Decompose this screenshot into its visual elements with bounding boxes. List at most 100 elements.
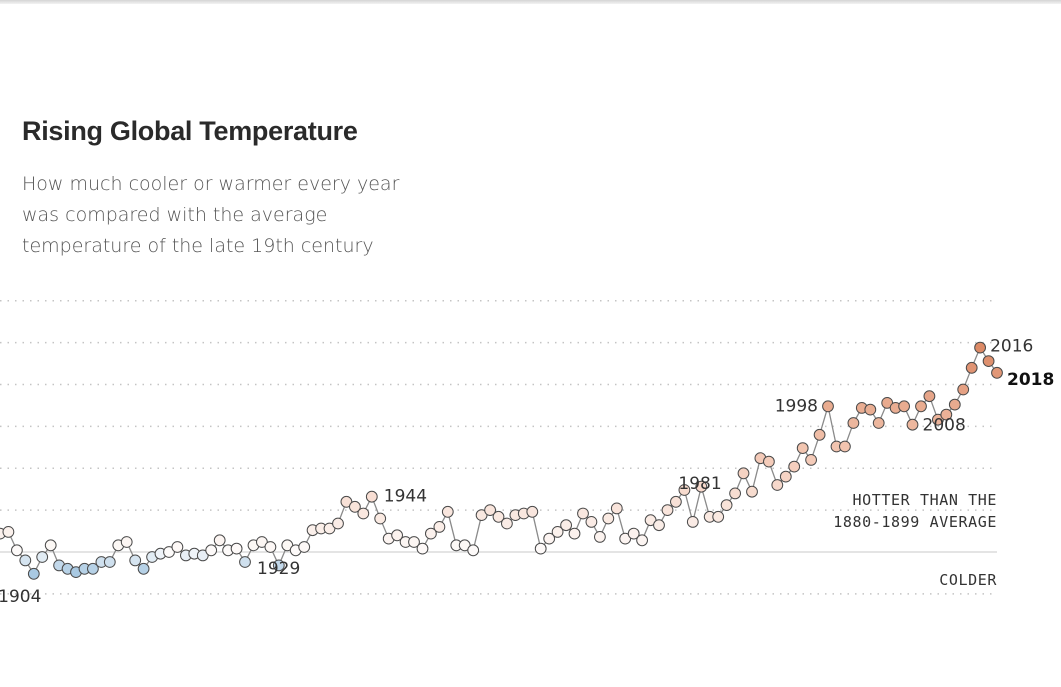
- data-point-1986: [720, 499, 733, 512]
- data-point-2008: [906, 418, 919, 431]
- data-point-1943: [357, 507, 370, 520]
- data-point-1970: [585, 516, 598, 528]
- gridlines: [0, 300, 997, 595]
- data-point-1975: [627, 527, 640, 540]
- data-point-2015: [965, 361, 978, 374]
- data-point-1917: [137, 562, 150, 575]
- data-point-1901: [2, 526, 15, 538]
- data-point-2000: [839, 440, 851, 453]
- data-point-1996: [805, 454, 817, 466]
- data-point-1995: [796, 442, 809, 455]
- data-point-2013: [948, 398, 961, 411]
- temperature-series-line: [0, 346, 998, 576]
- data-point-1911: [87, 562, 99, 575]
- data-point-1972: [602, 512, 615, 525]
- data-point-1925: [205, 544, 218, 557]
- data-point-1929: [239, 556, 251, 568]
- data-point-1998: [822, 400, 834, 413]
- year-label-1981: 1981: [678, 474, 721, 494]
- data-point-1916: [129, 554, 142, 567]
- data-point-1980: [670, 495, 682, 508]
- data-point-1933: [272, 559, 285, 572]
- data-point-1959: [492, 510, 505, 523]
- data-point-1906: [44, 539, 57, 552]
- year-label-2018: 2018: [1007, 370, 1054, 390]
- chart-title: Rising Global Temperature: [22, 116, 366, 147]
- data-point-1902: [11, 544, 23, 557]
- data-point-1989: [746, 485, 758, 498]
- data-point-1982: [686, 516, 699, 528]
- data-point-2007: [898, 400, 910, 413]
- data-point-1994: [788, 460, 801, 473]
- data-point-1997: [813, 428, 826, 441]
- data-point-2003: [864, 403, 877, 416]
- data-point-1963: [526, 505, 539, 518]
- data-point-2010: [923, 390, 936, 403]
- data-point-1947: [391, 529, 404, 542]
- data-point-1988: [737, 467, 750, 480]
- data-point-1993: [779, 470, 792, 483]
- data-point-1960: [501, 517, 513, 530]
- hotter-label-line-1: HOTTER THAN THE: [852, 491, 997, 509]
- year-label-1944: 1944: [384, 487, 427, 507]
- data-point-2001: [847, 417, 860, 429]
- data-point-1904: [27, 567, 40, 580]
- data-point-1981: [678, 484, 691, 496]
- data-point-2009: [915, 400, 927, 413]
- data-point-2014: [957, 383, 970, 396]
- data-point-2011: [932, 413, 944, 426]
- data-point-1973: [610, 502, 623, 515]
- data-point-1976: [636, 534, 648, 547]
- data-point-1965: [543, 532, 556, 545]
- data-point-1971: [594, 531, 606, 543]
- year-label-2016: 2016: [990, 337, 1033, 357]
- top-border: [0, 0, 1061, 4]
- data-point-1926: [213, 534, 226, 547]
- chart-subtitle: How much cooler or warmer every year was…: [22, 169, 422, 262]
- data-point-1924: [196, 549, 209, 562]
- data-point-1936: [298, 541, 311, 553]
- data-point-1967: [560, 519, 572, 532]
- data-point-1992: [771, 479, 784, 491]
- hotter-label-line-2: 1880-1899 AVERAGE: [833, 513, 997, 531]
- data-point-1968: [568, 527, 581, 540]
- data-point-2018: [991, 366, 1003, 379]
- data-point-2012: [940, 408, 953, 421]
- data-point-2004: [872, 417, 885, 429]
- data-point-1940: [332, 517, 344, 530]
- data-point-1903: [19, 554, 32, 567]
- year-label-2008: 2008: [923, 416, 966, 436]
- data-point-1921: [171, 541, 184, 553]
- data-point-1950: [416, 542, 429, 555]
- data-point-1985: [712, 510, 725, 523]
- year-annotations: 1904 1929 1944 1981 1998 2008 2016 2018: [0, 337, 1054, 607]
- data-point-1944: [365, 490, 378, 503]
- hotter-zone-label: HOTTER THAN THE 1880-1899 AVERAGE: [833, 489, 997, 533]
- data-point-1991: [763, 455, 775, 468]
- data-point-2016: [974, 341, 986, 354]
- year-label-1998: 1998: [775, 396, 818, 416]
- data-point-1964: [534, 542, 547, 555]
- data-point-1969: [577, 507, 589, 520]
- data-point-1952: [433, 521, 446, 533]
- data-point-1949: [408, 536, 420, 548]
- data-point-1958: [484, 504, 497, 517]
- data-point-1932: [264, 541, 277, 553]
- data-point-1978: [653, 519, 665, 532]
- year-label-1904: 1904: [0, 587, 41, 607]
- data-point-1956: [467, 544, 480, 557]
- data-point-1928: [230, 542, 243, 555]
- year-label-1929: 1929: [257, 559, 300, 579]
- data-point-1951: [425, 527, 437, 540]
- data-point-1979: [661, 504, 674, 517]
- colder-zone-label: COLDER: [939, 571, 997, 589]
- data-point-2017: [982, 355, 995, 368]
- data-point-1953: [441, 505, 454, 518]
- data-point-1905: [36, 551, 49, 563]
- data-point-1966: [551, 526, 564, 538]
- data-point-1987: [729, 487, 741, 500]
- data-point-1915: [120, 536, 133, 548]
- data-point-1942: [349, 500, 361, 513]
- data-points: [0, 341, 1003, 580]
